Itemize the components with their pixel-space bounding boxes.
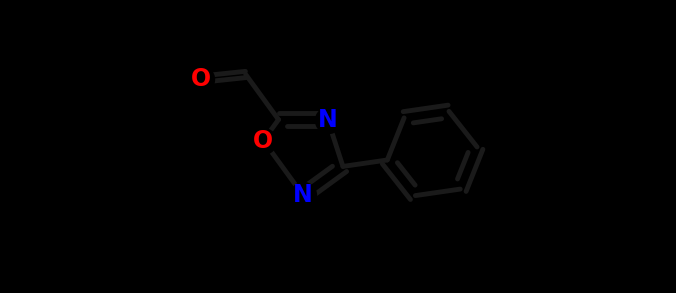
- Text: O: O: [191, 67, 211, 91]
- Text: N: N: [293, 183, 313, 207]
- Text: N: N: [318, 108, 337, 132]
- Text: O: O: [254, 129, 273, 153]
